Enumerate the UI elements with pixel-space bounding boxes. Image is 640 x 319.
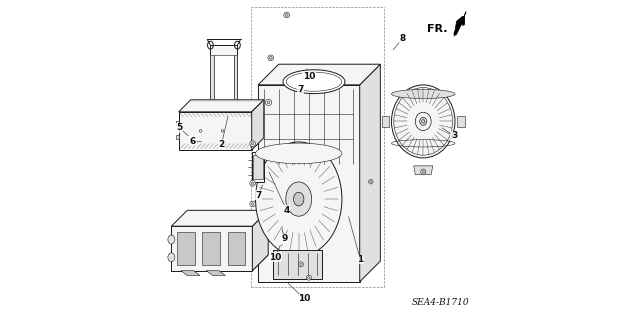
Ellipse shape: [285, 14, 288, 16]
Text: 6: 6: [190, 137, 196, 145]
Ellipse shape: [283, 70, 345, 93]
Text: FR.: FR.: [426, 24, 447, 34]
Ellipse shape: [267, 101, 270, 104]
Text: 7: 7: [297, 85, 303, 94]
Text: 1: 1: [357, 255, 364, 264]
Bar: [253, 155, 263, 179]
Text: 10: 10: [303, 72, 315, 81]
Ellipse shape: [268, 55, 274, 61]
Text: 3: 3: [451, 131, 457, 140]
Polygon shape: [211, 55, 214, 124]
Bar: [214, 55, 234, 124]
Polygon shape: [234, 55, 237, 124]
Ellipse shape: [266, 99, 272, 106]
Ellipse shape: [298, 262, 303, 267]
Ellipse shape: [392, 85, 455, 158]
Text: 10: 10: [298, 294, 310, 303]
Polygon shape: [413, 166, 433, 175]
Polygon shape: [179, 112, 252, 150]
Bar: [202, 232, 220, 265]
Ellipse shape: [269, 56, 272, 59]
Polygon shape: [172, 210, 268, 226]
Text: 7: 7: [255, 190, 261, 200]
Ellipse shape: [250, 201, 255, 207]
Text: 8: 8: [399, 34, 406, 43]
Ellipse shape: [286, 182, 312, 216]
Ellipse shape: [392, 89, 455, 99]
Polygon shape: [457, 116, 465, 127]
Text: 10: 10: [269, 253, 282, 262]
Ellipse shape: [252, 142, 254, 145]
Polygon shape: [206, 271, 225, 275]
Polygon shape: [172, 255, 268, 271]
Ellipse shape: [168, 235, 175, 244]
Ellipse shape: [300, 263, 302, 265]
Polygon shape: [258, 85, 360, 282]
Polygon shape: [181, 271, 200, 275]
Ellipse shape: [422, 170, 424, 173]
Bar: [228, 232, 245, 265]
Text: 2: 2: [218, 140, 225, 149]
Ellipse shape: [284, 12, 289, 18]
Ellipse shape: [221, 130, 224, 132]
Polygon shape: [172, 226, 252, 271]
Ellipse shape: [369, 180, 373, 184]
Text: 4: 4: [284, 206, 290, 215]
Ellipse shape: [250, 141, 255, 146]
Polygon shape: [382, 116, 389, 127]
Polygon shape: [360, 64, 380, 282]
Ellipse shape: [252, 203, 254, 205]
Text: 5: 5: [176, 123, 182, 132]
Polygon shape: [454, 12, 466, 36]
Ellipse shape: [420, 117, 427, 125]
Bar: [176, 135, 179, 138]
Bar: [176, 122, 179, 125]
Ellipse shape: [294, 192, 304, 206]
Polygon shape: [179, 100, 264, 112]
Text: 9: 9: [281, 234, 287, 243]
Ellipse shape: [307, 275, 312, 280]
Ellipse shape: [370, 181, 372, 183]
Polygon shape: [211, 124, 237, 134]
Bar: [273, 250, 322, 278]
Ellipse shape: [250, 181, 255, 186]
Polygon shape: [258, 64, 380, 85]
Text: SEA4-B1710: SEA4-B1710: [412, 298, 469, 307]
Ellipse shape: [252, 182, 254, 185]
Ellipse shape: [168, 253, 175, 262]
Bar: [252, 152, 264, 182]
Ellipse shape: [415, 112, 431, 130]
Ellipse shape: [422, 120, 425, 123]
Ellipse shape: [420, 169, 426, 174]
Polygon shape: [252, 210, 268, 271]
Ellipse shape: [199, 130, 202, 132]
Ellipse shape: [255, 142, 342, 256]
Ellipse shape: [308, 277, 310, 279]
Bar: [177, 232, 195, 265]
Polygon shape: [252, 100, 264, 150]
Ellipse shape: [255, 143, 342, 164]
Bar: [211, 45, 237, 134]
